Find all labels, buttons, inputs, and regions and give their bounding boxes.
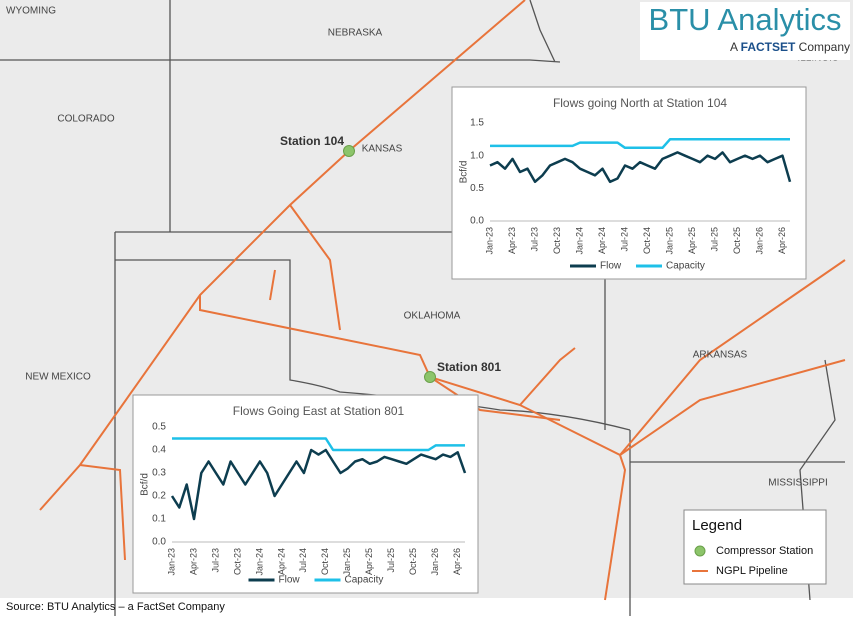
legend-station-symbol [694, 545, 706, 557]
legend-label: Flow [600, 261, 622, 272]
x-tick-label: Apr-26 [777, 227, 787, 254]
x-tick-label: Jul-25 [709, 227, 719, 252]
x-tick-label: Oct-24 [642, 227, 652, 254]
x-tick-label: Apr-24 [597, 227, 607, 254]
legend-title: Legend [692, 517, 742, 534]
station-label: Station 801 [437, 360, 501, 374]
x-tick-label: Jul-23 [210, 548, 220, 573]
state-label: MISSISSIPPI [768, 478, 827, 489]
legend-item: NGPL Pipeline [716, 565, 788, 577]
x-tick-label: Oct-23 [552, 227, 562, 254]
x-tick-label: Apr-24 [276, 548, 286, 575]
series-line [489, 151, 792, 184]
logo-tagline: A FACTSET Company [730, 40, 850, 54]
y-tick-label: 0.0 [152, 537, 166, 548]
legend-label: Capacity [345, 575, 384, 586]
stations: Station 104 Station 801 [280, 134, 501, 383]
logo: BTU Analytics A FACTSET Company [640, 2, 850, 60]
state-label: NEBRASKA [328, 28, 383, 39]
x-tick-label: Jan-23 [484, 227, 494, 255]
map-legend: Legend Compressor Station NGPL Pipeline [683, 509, 827, 585]
legend-item: Compressor Station [716, 545, 813, 557]
chart-title: Flows Going East at Station 801 [233, 404, 405, 418]
legend-label: Flow [279, 575, 301, 586]
pipelines [39, 0, 846, 601]
y-tick-label: 0.5 [470, 183, 484, 194]
x-tick-label: Jul-24 [298, 548, 308, 573]
x-tick-label: Apr-23 [507, 227, 517, 254]
chart-title: Flows going North at Station 104 [553, 96, 727, 110]
charts: Flows going North at Station 104 Bcf/d 0.0… [132, 86, 807, 594]
station-label: Station 104 [280, 134, 344, 148]
y-tick-label: 0.1 [152, 514, 166, 525]
state-label: COLORADO [57, 114, 114, 125]
source-note: Source: BTU Analytics – a FactSet Compan… [6, 601, 225, 613]
state-label: WYOMING [6, 6, 56, 17]
x-tick-label: Oct-25 [732, 227, 742, 254]
x-tick-label: Oct-24 [320, 548, 330, 575]
x-tick-label: Apr-25 [364, 548, 374, 575]
y-tick-label: 0.3 [152, 468, 166, 479]
x-tick-label: Apr-26 [452, 548, 462, 575]
x-tick-label: Jan-26 [430, 548, 440, 576]
logo-box [640, 2, 850, 60]
x-tick-label: Jan-25 [664, 227, 674, 255]
logo-brand: FACTSET [741, 40, 796, 54]
chart-box [132, 394, 479, 594]
logo-name: BTU Analytics [649, 2, 842, 37]
y-tick-label: 0.5 [152, 422, 166, 433]
x-tick-label: Oct-23 [232, 548, 242, 575]
state-label: OKLAHOMA [404, 311, 461, 322]
y-axis-label: Bcf/d [459, 161, 470, 184]
x-tick-label: Jan-24 [574, 227, 584, 255]
y-tick-label: 0.0 [470, 216, 484, 227]
station-marker [424, 371, 436, 383]
y-axis-label: Bcf/d [140, 473, 151, 496]
x-tick-label: Jan-23 [166, 548, 176, 576]
logo-suffix: Company [799, 40, 850, 54]
y-tick-label: 1.5 [470, 118, 484, 129]
x-tick-label: Apr-25 [687, 227, 697, 254]
state-label: NEW MEXICO [25, 372, 91, 383]
inset-chart: Flows going North at Station 104 Bcf/d 0.0… [451, 86, 807, 280]
series-line [172, 437, 465, 452]
y-tick-label: 0.2 [152, 491, 166, 502]
x-tick-label: Apr-23 [188, 548, 198, 575]
y-tick-label: 1.0 [470, 150, 484, 161]
series-line [490, 138, 790, 150]
station-marker [343, 145, 355, 157]
x-tick-label: Jul-23 [529, 227, 539, 252]
chart-box [451, 86, 807, 280]
state-label: ARKANSAS [693, 350, 748, 361]
y-tick-label: 0.4 [152, 445, 166, 456]
series-line [170, 448, 467, 521]
x-tick-label: Jul-24 [619, 227, 629, 252]
x-tick-label: Oct-25 [408, 548, 418, 575]
x-tick-label: Jan-25 [342, 548, 352, 576]
x-tick-label: Jan-24 [254, 548, 264, 576]
legend-label: Capacity [666, 261, 705, 272]
state-label: KANSAS [362, 144, 403, 155]
logo-prefix: A [730, 40, 738, 54]
x-tick-label: Jul-25 [386, 548, 396, 573]
inset-chart: Flows Going East at Station 801 Bcf/d 0.0 0… [132, 394, 479, 594]
x-tick-label: Jan-26 [754, 227, 764, 255]
